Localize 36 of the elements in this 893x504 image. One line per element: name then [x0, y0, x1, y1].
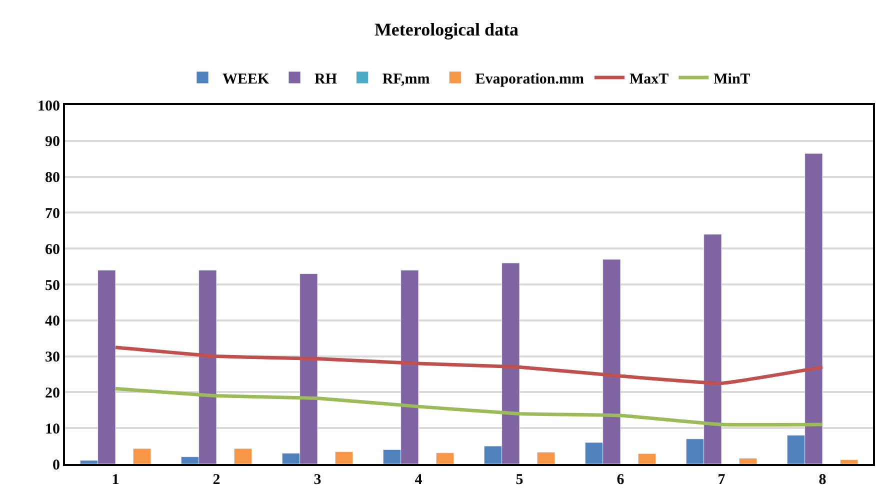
y-tick-label: 80 [45, 170, 60, 186]
y-tick-label: 10 [45, 421, 60, 438]
y-tick-label: 30 [45, 350, 60, 366]
legend-label: RF,mm [382, 71, 430, 88]
bar [638, 453, 656, 464]
legend-label: MinT [714, 71, 750, 88]
y-tick-label: 100 [38, 98, 60, 114]
y-tick-label: 20 [45, 385, 60, 402]
x-tick-label: 4 [414, 472, 423, 488]
bar [234, 448, 252, 464]
bar [334, 452, 354, 464]
bar [132, 448, 152, 464]
x-tick-label: 2 [212, 472, 220, 488]
bar [840, 459, 858, 464]
line-series [114, 386, 824, 426]
x-tick-label: 8 [818, 472, 826, 488]
bar [738, 458, 758, 464]
legend-label: Evaporation.mm [475, 71, 584, 88]
legend-label: RH [314, 71, 338, 88]
legend-label: WEEK [222, 71, 270, 88]
x-tick-label: 6 [616, 472, 625, 488]
x-tick-label: 3 [314, 472, 322, 488]
y-tick-label: 60 [45, 242, 60, 258]
y-tick-label: 70 [45, 206, 60, 222]
y-tick-label: 50 [45, 278, 60, 294]
x-tick-label: 1 [112, 472, 120, 488]
y-tick-label: 40 [45, 314, 60, 330]
legend-label: MaxT [629, 71, 669, 88]
bar [536, 452, 556, 464]
bar [436, 452, 454, 464]
x-tick-label: 5 [516, 472, 524, 488]
x-tick-label: 7 [718, 472, 726, 488]
y-tick-label: 90 [45, 134, 60, 150]
y-tick-label: 0 [52, 457, 60, 474]
chart-title: Meterological data [374, 19, 519, 40]
line-series [114, 346, 824, 385]
